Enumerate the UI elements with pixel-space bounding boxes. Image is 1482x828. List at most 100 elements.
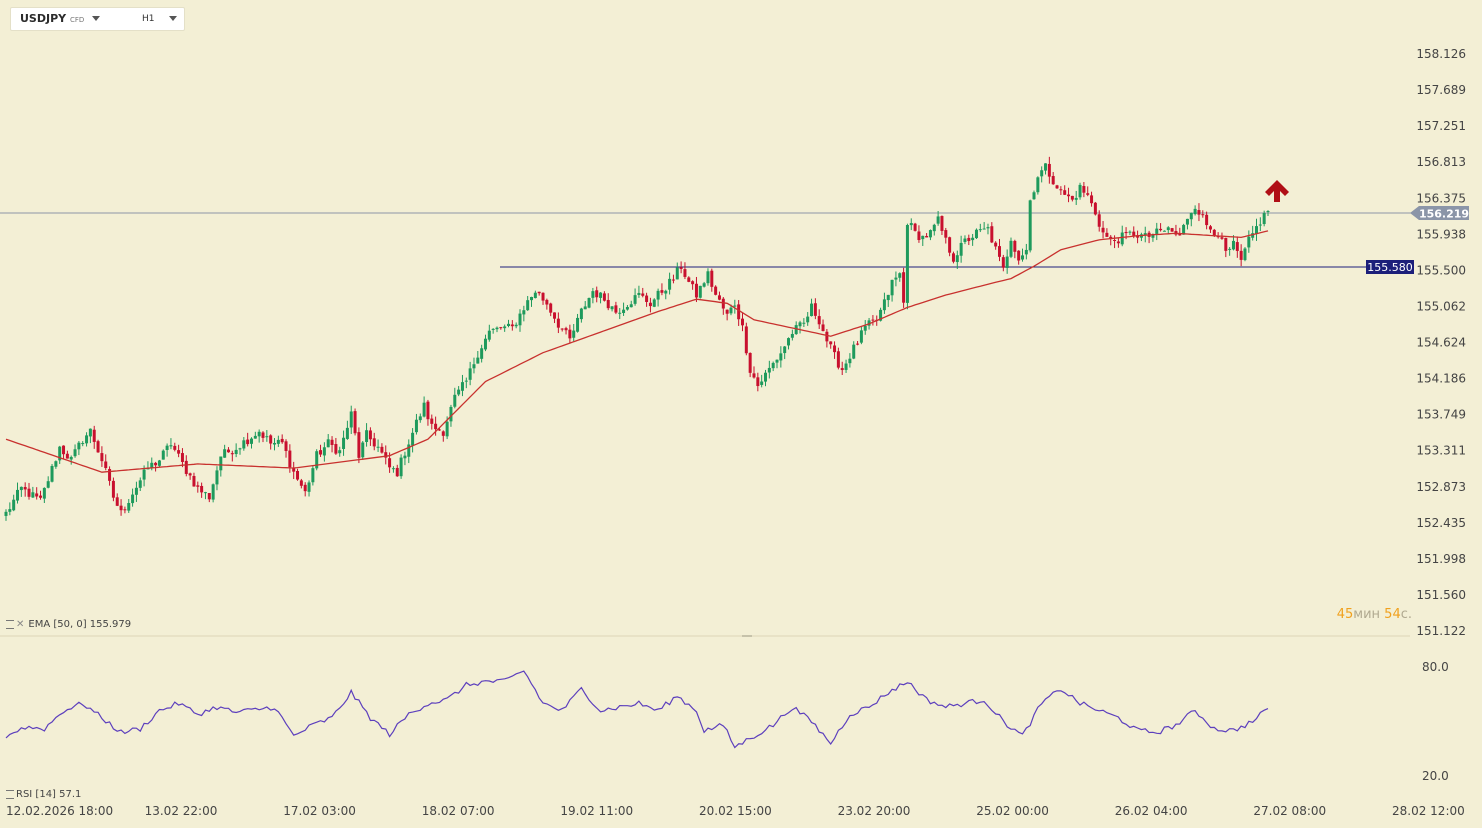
candle-body	[576, 317, 580, 332]
candle-body	[1185, 218, 1189, 225]
timeframe-label[interactable]: H1	[142, 14, 155, 24]
candle-body	[614, 305, 618, 313]
price-tick-label: 155.062	[1416, 299, 1466, 313]
candle-body	[925, 235, 929, 238]
candle-body	[35, 493, 39, 497]
candle-body	[982, 228, 986, 230]
price-tick-label: 157.251	[1416, 119, 1466, 133]
candle-body	[150, 462, 154, 469]
candle-body	[322, 447, 326, 456]
candle-body	[1124, 231, 1128, 234]
candle-body	[503, 326, 507, 329]
candle-body	[771, 362, 775, 369]
candle-body	[257, 431, 261, 437]
candle-body	[211, 484, 215, 500]
candle-body	[821, 324, 825, 332]
candle-body	[541, 292, 545, 301]
indicator-settings-icon[interactable]	[6, 789, 14, 799]
indicator-settings-icon[interactable]	[6, 619, 14, 629]
candle-body	[506, 323, 510, 327]
candle-body	[1063, 190, 1067, 195]
candle-body	[453, 394, 457, 407]
time-tick-label: 19.02 11:00	[560, 804, 633, 818]
candle-body	[46, 481, 50, 488]
candle-body	[825, 331, 829, 342]
candle-body	[1262, 213, 1266, 225]
candle-body	[319, 450, 323, 455]
candle-body	[1239, 250, 1243, 260]
candle-body	[955, 255, 959, 263]
time-tick-label: 20.02 15:00	[699, 804, 772, 818]
candle-body	[1228, 248, 1232, 250]
candle-body	[633, 295, 637, 304]
candle-body	[1024, 249, 1028, 255]
candle-body	[1093, 202, 1097, 215]
candle-body	[599, 292, 603, 298]
candle-body	[81, 443, 85, 445]
timeframe-dropdown-chevron-icon[interactable]	[169, 16, 177, 21]
candle-body	[146, 468, 150, 470]
time-tick-label: 17.02 03:00	[283, 804, 356, 818]
candle-body	[1166, 227, 1170, 231]
rsi-legend-text: RSI [14] 57.1	[16, 789, 82, 800]
rsi-tick-label: 80.0	[1422, 660, 1449, 674]
candle-body	[760, 381, 764, 385]
candle-body	[154, 462, 158, 466]
candle-body	[664, 290, 668, 294]
candle-body	[441, 431, 445, 436]
candle-body	[165, 445, 169, 451]
candle-body	[733, 305, 737, 307]
candle-body	[131, 494, 135, 504]
timer-seconds: 54	[1384, 607, 1401, 622]
candle-body	[1182, 224, 1186, 235]
candle-body	[1036, 177, 1040, 193]
candle-body	[434, 423, 438, 430]
symbol-dropdown-chevron-icon[interactable]	[92, 16, 100, 21]
indicator-remove-icon[interactable]: ✕	[16, 619, 25, 630]
candle-body	[798, 322, 802, 327]
candle-body	[1101, 227, 1105, 233]
symbol-label[interactable]: USDJPY	[20, 12, 67, 25]
candle-body	[533, 292, 537, 299]
candle-body	[330, 439, 334, 445]
candle-body	[1193, 208, 1197, 215]
candle-body	[104, 461, 108, 469]
candle-body	[111, 480, 115, 498]
candle-body	[1086, 193, 1090, 195]
candle-body	[813, 303, 817, 316]
candle-body	[437, 429, 441, 431]
candle-body	[464, 380, 468, 382]
candle-body	[1201, 214, 1205, 216]
candle-countdown-timer: 45мин 54с.	[1337, 607, 1412, 622]
candle-body	[790, 333, 794, 338]
candle-body	[514, 324, 518, 327]
candle-body	[714, 286, 718, 295]
current-price-badge: 156.219	[1410, 206, 1469, 221]
candle-body	[1009, 240, 1013, 257]
candle-body	[767, 367, 771, 373]
candle-body	[207, 493, 211, 500]
candle-body	[69, 456, 73, 460]
candle-body	[944, 230, 948, 238]
timer-minutes-unit: мин	[1353, 607, 1381, 622]
candle-body	[403, 455, 407, 459]
candle-body	[710, 270, 714, 287]
candle-body	[480, 348, 484, 359]
candle-body	[637, 292, 641, 295]
price-axis: 158.126 157.689 157.251 156.813 156.375 155.9…	[1416, 47, 1466, 638]
candle-body	[134, 487, 138, 495]
time-tick-label: 25.02 00:00	[976, 804, 1049, 818]
level-price-badge[interactable]: 155.580	[1366, 260, 1414, 274]
price-tick-label: 154.624	[1416, 336, 1466, 350]
candle-body	[54, 461, 58, 467]
candle-body	[353, 411, 357, 434]
candle-body	[602, 293, 606, 301]
candle-body	[583, 306, 587, 310]
candle-body	[909, 223, 913, 226]
candle-body	[1090, 195, 1094, 204]
price-tick-label: 152.873	[1416, 480, 1466, 494]
candle-body	[238, 448, 242, 450]
candle-body	[913, 223, 917, 231]
symbol-type-label: CFD	[70, 16, 85, 24]
